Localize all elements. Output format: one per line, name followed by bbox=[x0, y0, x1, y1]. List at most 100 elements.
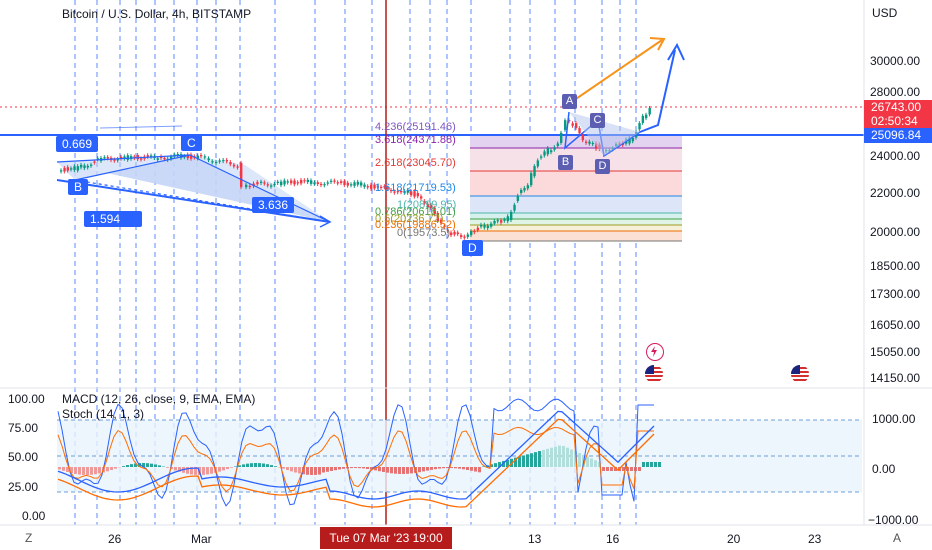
macd-histogram-bar bbox=[558, 445, 561, 467]
pattern-point-b[interactable]: B bbox=[558, 155, 573, 170]
pattern-point-d[interactable]: D bbox=[462, 240, 483, 256]
macd-histogram-bar bbox=[574, 451, 577, 467]
time-axis-label: Mar bbox=[191, 532, 212, 546]
macd-histogram-bar bbox=[390, 467, 393, 474]
macd-histogram-bar bbox=[178, 467, 181, 472]
candle-body bbox=[313, 182, 316, 184]
candle-body bbox=[588, 141, 591, 144]
macd-histogram-bar bbox=[74, 467, 77, 474]
macd-histogram-bar bbox=[70, 467, 73, 474]
price-axis-label: 16050.00 bbox=[870, 318, 921, 332]
macd-histogram-bar bbox=[334, 467, 337, 471]
candle-body bbox=[266, 184, 270, 186]
pattern-point-d[interactable]: D bbox=[595, 159, 610, 174]
forecast-arrow-orange[interactable] bbox=[569, 39, 663, 104]
candle-body bbox=[126, 155, 130, 160]
macd-histogram-bar bbox=[362, 467, 365, 469]
macd-histogram-bar bbox=[146, 463, 149, 467]
candle-body bbox=[380, 186, 383, 188]
pattern-point-a[interactable]: A bbox=[562, 94, 577, 109]
pattern-point-b[interactable]: B bbox=[68, 179, 89, 195]
macd-histogram-bar bbox=[78, 467, 81, 475]
macd-histogram-bar bbox=[250, 463, 253, 467]
candle-body bbox=[516, 195, 520, 201]
candle-body bbox=[506, 216, 510, 222]
macd-histogram-bar bbox=[422, 467, 425, 472]
ratio-label[interactable]: 3.636 bbox=[252, 197, 295, 213]
candle-body bbox=[453, 231, 456, 235]
ratio-label[interactable]: 1.594 bbox=[84, 211, 143, 227]
candle-body bbox=[123, 156, 126, 159]
candle-body bbox=[86, 165, 90, 168]
candle-body bbox=[520, 189, 523, 193]
macd-histogram-bar bbox=[142, 463, 145, 467]
macd-signal-line bbox=[57, 418, 655, 508]
fib-label: 0.236(19886.52) bbox=[375, 219, 456, 231]
macd-histogram-bar bbox=[202, 467, 205, 475]
candle-body bbox=[293, 180, 296, 185]
fib-retracement-zone[interactable] bbox=[470, 134, 682, 242]
macd-histogram-bar bbox=[470, 467, 473, 471]
macd-histogram-bar bbox=[474, 467, 477, 472]
stoch-axis-label: 50.00 bbox=[8, 450, 39, 464]
candle-body bbox=[333, 180, 336, 182]
pattern-point-c[interactable]: C bbox=[181, 135, 202, 151]
macd-histogram-bar bbox=[66, 467, 69, 473]
stoch-axis-label: 100.00 bbox=[8, 392, 45, 406]
macd-histogram-bar bbox=[174, 467, 177, 471]
macd-histogram-bar bbox=[342, 467, 345, 469]
candle-body bbox=[513, 204, 516, 211]
macd-histogram-bar bbox=[222, 467, 225, 471]
macd-histogram-bar bbox=[566, 447, 569, 467]
time-axis-label: 13 bbox=[528, 532, 542, 546]
price-axis-label: 18500.00 bbox=[870, 259, 921, 273]
macd-histogram-bar bbox=[522, 455, 525, 467]
candle-body bbox=[306, 179, 310, 183]
candle-body bbox=[90, 164, 93, 166]
macd-histogram-bar bbox=[62, 467, 65, 471]
macd-histogram-bar bbox=[538, 451, 541, 467]
fib-label: 0.5(20236.72) bbox=[375, 213, 444, 225]
macd-histogram-bar bbox=[210, 467, 213, 474]
candle-body bbox=[585, 141, 588, 143]
macd-histogram-bar bbox=[338, 467, 341, 470]
macd-histogram-bar bbox=[370, 467, 373, 470]
us-flag-event-icon[interactable] bbox=[645, 365, 663, 383]
forecast-arrow-blue[interactable] bbox=[639, 49, 676, 133]
candle-body bbox=[450, 232, 453, 236]
auto-scale-button[interactable]: A bbox=[893, 531, 902, 545]
lightning-event-icon[interactable] bbox=[646, 343, 664, 361]
crosshair-time-tag: Tue 07 Mar '23 19:00 bbox=[320, 527, 452, 549]
pattern-point-c[interactable]: C bbox=[590, 113, 605, 128]
zoom-toggle-button[interactable]: Z bbox=[25, 531, 33, 545]
candle-body bbox=[530, 173, 533, 186]
candle-body bbox=[533, 166, 536, 177]
macd-histogram-bar bbox=[450, 467, 453, 469]
candle-body bbox=[433, 208, 436, 214]
stoch-legend[interactable]: Stoch (14, 1, 3) bbox=[62, 407, 145, 421]
macd-histogram-bar bbox=[350, 467, 353, 469]
ratio-label[interactable]: 0.669 bbox=[56, 136, 99, 152]
us-flag-event-icon[interactable] bbox=[791, 365, 809, 383]
macd-histogram-bar bbox=[194, 467, 197, 475]
macd-histogram-bar bbox=[622, 467, 625, 471]
candle-body bbox=[323, 184, 326, 186]
candle-body bbox=[578, 128, 581, 134]
macd-legend[interactable]: MACD (12, 26, close, 9, EMA, EMA) bbox=[62, 392, 256, 406]
candle-body bbox=[470, 231, 473, 236]
symbol-title[interactable]: Bitcoin / U.S. Dollar, 4h, BITSTAMP bbox=[62, 7, 252, 21]
candle-body bbox=[436, 213, 440, 222]
fib-label: 1.618(21719.53) bbox=[375, 182, 456, 194]
candle-body bbox=[63, 168, 66, 172]
candle-body bbox=[486, 225, 490, 229]
candle-body bbox=[546, 148, 550, 155]
candle-body bbox=[200, 155, 203, 157]
candle-body bbox=[540, 156, 543, 158]
candle-body bbox=[476, 227, 480, 231]
macd-line bbox=[57, 410, 655, 500]
candle-body bbox=[631, 137, 635, 142]
macd-histogram-bar bbox=[170, 467, 173, 470]
macd-histogram-bar bbox=[494, 463, 497, 467]
last-price-tag: 26743.00 bbox=[864, 100, 932, 115]
